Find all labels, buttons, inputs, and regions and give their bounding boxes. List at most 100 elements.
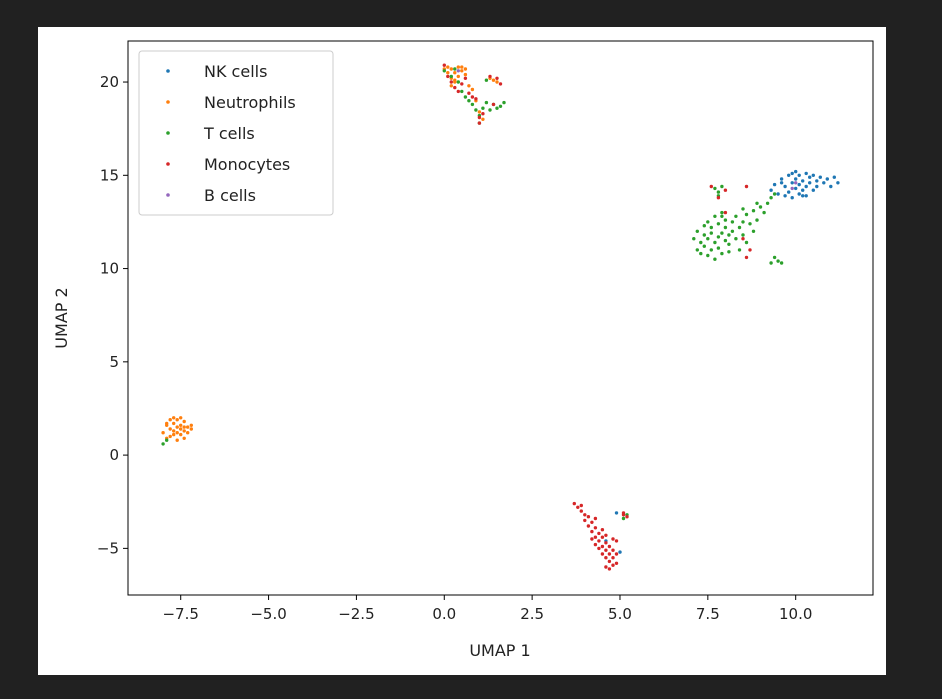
data-point xyxy=(706,220,710,224)
x-axis-ticks: −7.5 −5.0 −2.5 0.0 2.5 5.0 7.5 10.0 xyxy=(162,595,812,623)
data-point xyxy=(720,231,724,235)
data-point xyxy=(723,225,728,230)
data-point xyxy=(692,237,696,241)
data-point xyxy=(456,89,460,94)
data-point xyxy=(720,251,724,256)
data-point xyxy=(769,261,773,265)
data-point xyxy=(453,78,457,82)
data-point xyxy=(586,524,591,528)
data-point xyxy=(723,210,728,215)
data-point xyxy=(801,188,805,192)
data-point xyxy=(161,442,165,446)
data-point xyxy=(794,181,798,185)
data-point xyxy=(751,209,756,213)
data-point xyxy=(755,218,759,222)
data-point xyxy=(449,84,453,88)
points-layer xyxy=(161,63,840,571)
data-point xyxy=(463,72,468,77)
legend-label: Monocytes xyxy=(204,155,290,174)
data-point xyxy=(744,184,749,189)
data-point xyxy=(829,184,833,189)
data-point xyxy=(470,102,475,107)
data-point xyxy=(442,63,446,67)
data-point xyxy=(449,67,453,71)
legend: NK cells Neutrophils T cells Monocytes B cel… xyxy=(138,50,334,216)
data-point xyxy=(744,240,749,245)
data-point xyxy=(748,222,752,226)
data-point xyxy=(709,225,713,230)
data-point xyxy=(822,181,826,185)
data-point xyxy=(597,546,601,551)
data-point xyxy=(769,188,773,192)
figure-canvas: −7.5 −5.0 −2.5 0.0 2.5 5.0 7.5 10.0 −5 0 5 10 15 20 … xyxy=(38,27,886,675)
data-point xyxy=(741,237,745,241)
data-point xyxy=(748,248,752,252)
data-point xyxy=(481,117,485,122)
data-point xyxy=(758,205,763,209)
data-point xyxy=(611,563,615,567)
data-point xyxy=(481,106,485,110)
y-tick-label: 0 xyxy=(109,446,119,464)
data-point xyxy=(779,181,784,185)
data-point xyxy=(797,173,801,177)
data-point xyxy=(484,78,489,82)
data-point xyxy=(481,112,485,116)
data-point xyxy=(586,515,591,519)
data-point xyxy=(699,240,703,245)
data-point xyxy=(801,194,805,198)
data-point xyxy=(618,550,622,554)
data-point xyxy=(709,184,713,189)
data-point xyxy=(604,556,608,560)
data-point xyxy=(727,233,731,237)
data-point xyxy=(695,229,699,233)
data-point xyxy=(625,515,629,519)
data-point xyxy=(495,106,499,110)
x-tick-label: 2.5 xyxy=(520,605,544,623)
data-point xyxy=(808,175,812,179)
data-point xyxy=(804,171,808,176)
data-point xyxy=(179,432,183,437)
data-point xyxy=(161,431,165,435)
x-tick-label: 7.5 xyxy=(696,605,720,623)
data-point xyxy=(449,74,453,79)
data-point xyxy=(614,539,619,543)
data-point xyxy=(456,80,460,84)
y-tick-label: 15 xyxy=(100,166,119,184)
data-point xyxy=(470,95,475,99)
data-point xyxy=(783,184,787,189)
data-point xyxy=(463,67,468,71)
data-point xyxy=(779,177,784,181)
data-point xyxy=(453,85,457,90)
data-point xyxy=(168,434,172,439)
legend-box xyxy=(138,50,334,216)
x-tick-label: −2.5 xyxy=(338,605,374,623)
data-point xyxy=(179,416,183,420)
data-point xyxy=(600,528,605,532)
data-point xyxy=(716,222,721,226)
data-point xyxy=(460,89,464,94)
legend-label: Neutrophils xyxy=(204,93,296,112)
series-0 xyxy=(604,169,840,554)
data-point xyxy=(730,229,735,233)
legend-label: NK cells xyxy=(204,62,267,81)
data-point xyxy=(614,552,619,556)
data-point xyxy=(695,248,699,252)
data-point xyxy=(607,559,612,564)
data-point xyxy=(189,423,193,427)
data-point xyxy=(727,250,731,254)
data-point xyxy=(453,67,457,71)
data-point xyxy=(460,65,464,69)
data-point xyxy=(488,74,492,79)
data-point xyxy=(491,78,496,82)
data-point xyxy=(815,179,819,183)
data-point xyxy=(723,238,728,243)
data-point xyxy=(716,190,721,194)
data-point xyxy=(593,535,598,539)
data-point xyxy=(182,436,186,440)
data-point xyxy=(769,196,773,200)
y-tick-label: 20 xyxy=(100,73,119,91)
data-point xyxy=(797,192,801,196)
x-tick-label: 5.0 xyxy=(608,605,632,623)
data-point xyxy=(168,418,172,422)
series-1 xyxy=(161,65,499,442)
